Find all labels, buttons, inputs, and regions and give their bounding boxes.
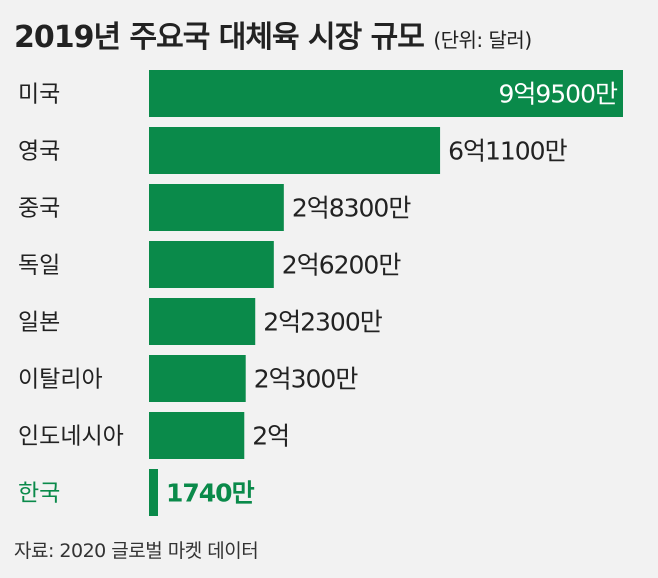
unit-label: (단위: 달러) (433, 28, 532, 52)
category-label: 이탈리아 (18, 367, 103, 393)
bar (149, 412, 245, 459)
chart-title: 2019년 주요국 대체육 시장 규모 (단위: 달러) (14, 12, 532, 56)
value-label: 6억1100만 (448, 137, 568, 166)
bar (149, 469, 158, 516)
value-label: 1740만 (166, 479, 255, 508)
category-label: 독일 (18, 253, 60, 279)
bar (149, 184, 284, 231)
category-label: 미국 (18, 82, 60, 108)
category-label: 일본 (18, 310, 60, 336)
chart-title-text: 2019년 주요국 대체육 시장 규모 (14, 20, 425, 55)
value-label: 9억9500만 (498, 80, 618, 109)
bar (149, 127, 441, 174)
category-label: 영국 (18, 139, 60, 165)
category-label: 한국 (18, 481, 60, 507)
source-note: 자료: 2020 글로벌 마켓 데이터 (14, 540, 259, 562)
bar (149, 70, 623, 117)
category-label: 중국 (18, 196, 60, 222)
bar (149, 241, 274, 288)
value-label: 2억 (252, 422, 289, 451)
bar (149, 298, 256, 345)
category-label: 인도네시아 (18, 424, 124, 450)
bar (149, 355, 246, 402)
value-label: 2억300만 (254, 365, 359, 394)
value-label: 2억6200만 (282, 251, 402, 280)
value-label: 2억2300만 (263, 308, 383, 337)
value-label: 2억8300만 (292, 194, 412, 223)
